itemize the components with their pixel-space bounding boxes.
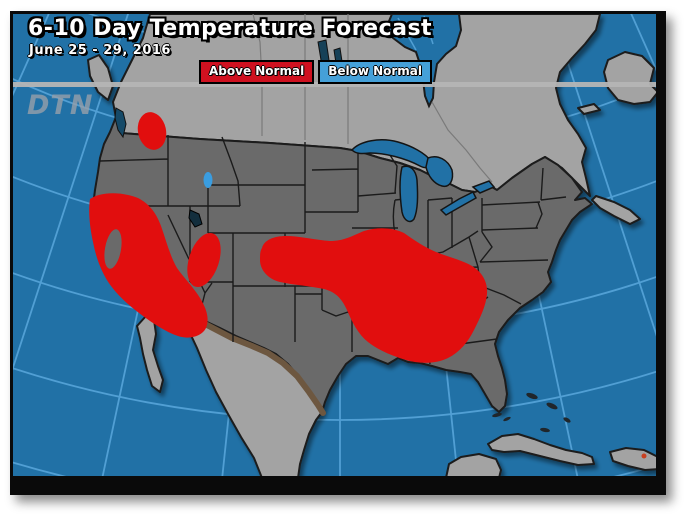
mexico-border-strip (171, 313, 326, 416)
north-america-map (13, 14, 656, 476)
legend-below-normal-badge: Below Normal (318, 60, 433, 84)
above-normal-southwest (89, 193, 208, 338)
map-panel: DTN 6-10 Day Temperature Forecast June 2… (10, 11, 666, 495)
great-lakes (350, 139, 496, 223)
above-normal-utah (187, 232, 221, 288)
nova-scotia (591, 195, 641, 225)
anticosti-island (577, 103, 601, 115)
puget-sound (114, 107, 127, 139)
legend-above-normal-badge: Above Normal (199, 60, 315, 84)
central-valley-gap (104, 229, 122, 269)
lake-michigan (399, 165, 419, 223)
legend: Above Normal Below Normal (199, 60, 433, 84)
header-divider (13, 82, 656, 87)
hispaniola (609, 447, 656, 471)
great-salt-lake (188, 209, 203, 228)
dtn-watermark: DTN (27, 90, 94, 121)
hudson-bay-graticule (397, 15, 434, 51)
lake-erie (439, 190, 477, 216)
hispaniola-marker-dot (641, 453, 647, 459)
page-title: 6-10 Day Temperature Forecast (28, 16, 433, 41)
lake-huron (425, 156, 454, 188)
lake-ontario (471, 180, 496, 194)
above-normal-plains-southeast (260, 228, 488, 363)
baja-california (136, 315, 164, 393)
yucatan (445, 453, 502, 476)
bahamas-and-keys (492, 392, 571, 433)
above-normal-areas (89, 112, 488, 363)
cuba (487, 433, 595, 466)
date-range: June 25 - 29, 2016 (29, 43, 171, 58)
above-normal-washington (137, 112, 167, 150)
vancouver-island (87, 54, 114, 101)
below-normal-wyoming (203, 172, 213, 188)
